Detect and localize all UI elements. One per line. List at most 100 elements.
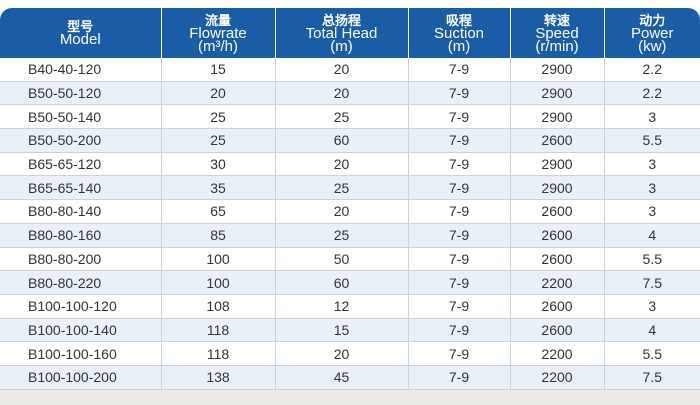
column-header-power: 动力 Power (kw) [603, 8, 700, 58]
header-cn: 吸程 [445, 12, 472, 28]
column-header-model: 型号 Model [0, 8, 161, 58]
cell-model: B80-80-140 [0, 199, 161, 224]
cell-power: 3 [603, 104, 700, 130]
cell-power: 5.5 [603, 247, 700, 272]
header-row: 型号 Model 流量 Flowrate (m³/h) 总扬程 Total Head (m) 吸… [0, 8, 700, 58]
cell-power: 4 [603, 318, 700, 343]
header-cn: 动力 [639, 12, 666, 28]
cell-speed: 2600 [509, 294, 604, 319]
header-en: Flowrate [189, 24, 247, 42]
cell-speed: 2200 [509, 341, 604, 366]
cell-flowrate: 138 [160, 365, 275, 390]
cell-suction: 7-9 [407, 294, 510, 319]
header-en: Total Head [305, 24, 378, 42]
cell-total-head: 45 [274, 365, 408, 390]
cell-model: B100-100-160 [0, 341, 161, 366]
cell-flowrate: 108 [160, 294, 275, 319]
cell-speed: 2900 [509, 152, 604, 177]
column-header-speed: 转速 Speed (r/min) [509, 8, 604, 58]
table-row: B100-100-200 138 45 7-9 2200 7.5 [0, 365, 700, 390]
cell-power: 7.5 [603, 270, 700, 295]
cell-power: 5.5 [603, 341, 700, 366]
cell-flowrate: 15 [160, 58, 275, 82]
cell-model: B50-50-200 [0, 128, 161, 153]
header-cn: 流量 [204, 12, 231, 28]
cell-model: B65-65-120 [0, 152, 161, 177]
header-en: Speed [535, 24, 579, 42]
cell-speed: 2600 [509, 318, 604, 343]
cell-speed: 2900 [509, 104, 604, 130]
column-header-total-head: 总扬程 Total Head (m) [274, 8, 408, 58]
cell-suction: 7-9 [407, 81, 510, 106]
cell-flowrate: 100 [160, 270, 275, 295]
cell-flowrate: 35 [160, 175, 275, 201]
cell-total-head: 20 [274, 199, 408, 224]
cell-model: B50-50-120 [0, 81, 161, 106]
cell-model: B40-40-120 [0, 58, 161, 82]
cell-speed: 2200 [509, 365, 604, 390]
header-cn: 总扬程 [321, 12, 361, 28]
cell-power: 3 [603, 152, 700, 177]
table-row: B100-100-120 108 12 7-9 2600 3 [0, 294, 700, 319]
cell-model: B80-80-200 [0, 247, 161, 272]
cell-suction: 7-9 [407, 365, 510, 390]
cell-power: 7.5 [603, 365, 700, 390]
cell-flowrate: 118 [160, 341, 275, 366]
cell-suction: 7-9 [407, 175, 510, 201]
cell-suction: 7-9 [407, 341, 510, 366]
column-header-suction: 吸程 Suction (m) [407, 8, 510, 58]
cell-total-head: 20 [274, 341, 408, 366]
cell-suction: 7-9 [407, 128, 510, 153]
table-row: B100-100-160 118 20 7-9 2200 5.5 [0, 341, 700, 366]
cell-speed: 2900 [509, 81, 604, 106]
cell-flowrate: 118 [160, 318, 275, 343]
cell-power: 3 [603, 294, 700, 319]
cell-flowrate: 30 [160, 152, 275, 177]
cell-speed: 2200 [509, 270, 604, 295]
cell-power: 5.5 [603, 128, 700, 153]
cell-flowrate: 100 [160, 247, 275, 272]
cell-flowrate: 25 [160, 128, 275, 153]
cell-model: B65-65-140 [0, 175, 161, 201]
cell-model: B100-100-120 [0, 294, 161, 319]
column-header-flowrate: 流量 Flowrate (m³/h) [160, 8, 275, 58]
pump-spec-table: 型号 Model 流量 Flowrate (m³/h) 总扬程 Total Head (m) 吸… [0, 8, 700, 390]
table-row: B80-80-160 85 25 7-9 2600 4 [0, 223, 700, 248]
cell-model: B80-80-220 [0, 270, 161, 295]
header-en: Model [59, 31, 101, 48]
cell-model: B100-100-200 [0, 365, 161, 390]
table-row: B80-80-140 65 20 7-9 2600 3 [0, 199, 700, 224]
cell-total-head: 20 [274, 152, 408, 177]
cell-speed: 2600 [509, 128, 604, 153]
cell-total-head: 12 [274, 294, 408, 319]
cell-total-head: 60 [274, 270, 408, 295]
table-row: B80-80-200 100 50 7-9 2600 5.5 [0, 247, 700, 272]
table-row: B65-65-120 30 20 7-9 2900 3 [0, 152, 700, 177]
cell-power: 3 [603, 175, 700, 201]
header-unit: (m) [447, 37, 471, 55]
cell-total-head: 25 [274, 175, 408, 201]
cell-suction: 7-9 [407, 223, 510, 248]
cell-total-head: 50 [274, 247, 408, 272]
cell-speed: 2900 [509, 58, 604, 82]
cell-suction: 7-9 [407, 104, 510, 130]
table-row: B50-50-120 20 20 7-9 2900 2.2 [0, 81, 700, 106]
cell-total-head: 20 [274, 81, 408, 106]
cell-model: B100-100-140 [0, 318, 161, 343]
header-unit: (kw) [638, 37, 667, 55]
table-row: B65-65-140 35 25 7-9 2900 3 [0, 175, 700, 201]
table-row: B100-100-140 118 15 7-9 2600 4 [0, 318, 700, 343]
cell-power: 2.2 [603, 81, 700, 106]
table-row: B50-50-140 25 25 7-9 2900 3 [0, 104, 700, 130]
cell-total-head: 60 [274, 128, 408, 153]
cell-suction: 7-9 [407, 58, 510, 82]
header-unit: (m) [330, 37, 353, 55]
header-unit: (r/min) [535, 37, 579, 55]
cell-total-head: 15 [274, 318, 408, 343]
page-footer-background [0, 390, 700, 405]
cell-suction: 7-9 [407, 270, 510, 295]
cell-total-head: 25 [274, 223, 408, 248]
cell-flowrate: 85 [160, 223, 275, 248]
cell-suction: 7-9 [407, 152, 510, 177]
cell-power: 3 [603, 199, 700, 224]
